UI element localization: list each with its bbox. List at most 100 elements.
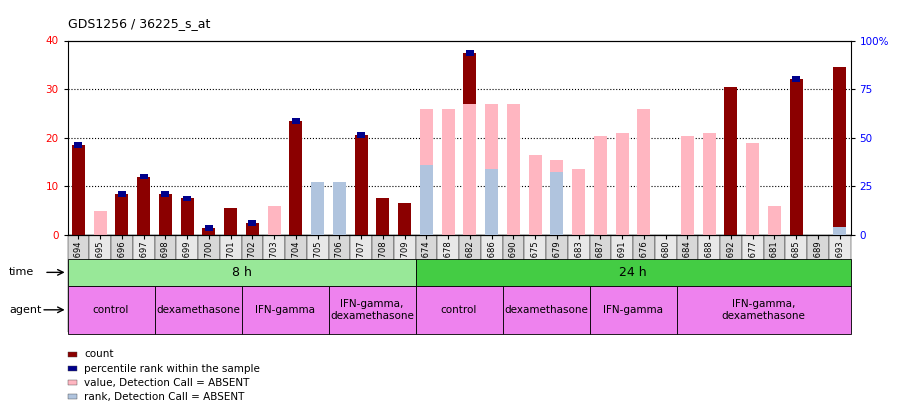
- Bar: [464, 53, 476, 235]
- Bar: [763, 235, 785, 332]
- Bar: [594, 136, 607, 235]
- Bar: [677, 235, 698, 332]
- Bar: [531, 229, 539, 235]
- Bar: [833, 67, 846, 235]
- Bar: [307, 235, 328, 332]
- Bar: [333, 182, 346, 235]
- Bar: [118, 191, 126, 196]
- Bar: [198, 235, 220, 332]
- Bar: [572, 169, 585, 235]
- Text: rank, Detection Call = ABSENT: rank, Detection Call = ABSENT: [85, 392, 245, 402]
- Bar: [590, 286, 677, 334]
- Bar: [724, 87, 737, 235]
- Bar: [807, 235, 829, 332]
- Text: GDS1256 / 36225_s_at: GDS1256 / 36225_s_at: [68, 17, 210, 30]
- Bar: [633, 235, 655, 332]
- Text: IFN-gamma,
dexamethasone: IFN-gamma, dexamethasone: [330, 299, 414, 321]
- Bar: [68, 259, 416, 286]
- Bar: [355, 135, 367, 235]
- Bar: [416, 286, 502, 334]
- Bar: [459, 235, 481, 332]
- Bar: [655, 235, 677, 332]
- Bar: [241, 235, 263, 332]
- Bar: [485, 104, 499, 235]
- Bar: [328, 235, 350, 332]
- Text: agent: agent: [9, 305, 41, 315]
- Bar: [246, 223, 259, 235]
- Bar: [72, 145, 85, 235]
- Bar: [597, 159, 604, 165]
- Bar: [292, 118, 300, 124]
- Bar: [68, 235, 89, 332]
- Bar: [357, 132, 365, 138]
- Bar: [611, 235, 633, 332]
- Text: control: control: [93, 305, 130, 315]
- Bar: [224, 208, 237, 235]
- Bar: [698, 235, 720, 332]
- Text: control: control: [441, 305, 477, 315]
- Bar: [202, 228, 215, 235]
- Text: 24 h: 24 h: [619, 266, 647, 279]
- Bar: [111, 235, 133, 332]
- Bar: [466, 50, 473, 55]
- Bar: [789, 79, 803, 235]
- Bar: [350, 235, 372, 332]
- Bar: [703, 133, 716, 235]
- Bar: [416, 259, 850, 286]
- Bar: [248, 220, 256, 226]
- Bar: [161, 191, 169, 196]
- Bar: [833, 227, 846, 235]
- Bar: [376, 198, 390, 235]
- Text: dexamethasone: dexamethasone: [504, 305, 588, 315]
- Bar: [594, 162, 607, 235]
- Bar: [155, 286, 241, 334]
- Bar: [568, 235, 590, 332]
- Bar: [68, 286, 155, 334]
- Text: IFN-gamma,
dexamethasone: IFN-gamma, dexamethasone: [722, 299, 806, 321]
- Bar: [176, 235, 198, 332]
- Bar: [677, 286, 850, 334]
- Bar: [481, 235, 502, 332]
- Bar: [485, 169, 499, 235]
- Bar: [290, 121, 302, 235]
- Bar: [464, 104, 476, 235]
- Bar: [115, 194, 129, 235]
- Bar: [590, 235, 611, 332]
- Bar: [502, 235, 524, 332]
- Bar: [419, 109, 433, 235]
- Bar: [394, 235, 416, 332]
- Bar: [89, 235, 111, 332]
- Bar: [398, 203, 411, 235]
- Bar: [550, 172, 563, 235]
- Bar: [267, 206, 281, 235]
- Text: percentile rank within the sample: percentile rank within the sample: [85, 364, 260, 373]
- Bar: [133, 235, 155, 332]
- Bar: [311, 184, 324, 235]
- Text: 8 h: 8 h: [231, 266, 251, 279]
- Bar: [137, 177, 150, 235]
- Bar: [328, 286, 416, 334]
- Bar: [640, 229, 648, 235]
- Bar: [507, 104, 520, 235]
- Bar: [94, 211, 106, 235]
- Bar: [155, 235, 176, 332]
- Bar: [184, 196, 191, 201]
- Bar: [681, 136, 694, 235]
- Bar: [528, 155, 542, 235]
- Bar: [445, 229, 452, 235]
- Bar: [550, 160, 563, 235]
- Text: IFN-gamma: IFN-gamma: [255, 305, 315, 315]
- Bar: [637, 109, 651, 235]
- Bar: [311, 182, 324, 235]
- Bar: [372, 235, 394, 332]
- Bar: [220, 235, 241, 332]
- Bar: [75, 142, 82, 148]
- Bar: [333, 182, 346, 235]
- Bar: [205, 225, 212, 230]
- Bar: [442, 109, 454, 235]
- Text: dexamethasone: dexamethasone: [156, 305, 240, 315]
- Bar: [333, 184, 346, 235]
- Bar: [437, 235, 459, 332]
- Bar: [546, 235, 568, 332]
- Bar: [140, 174, 148, 179]
